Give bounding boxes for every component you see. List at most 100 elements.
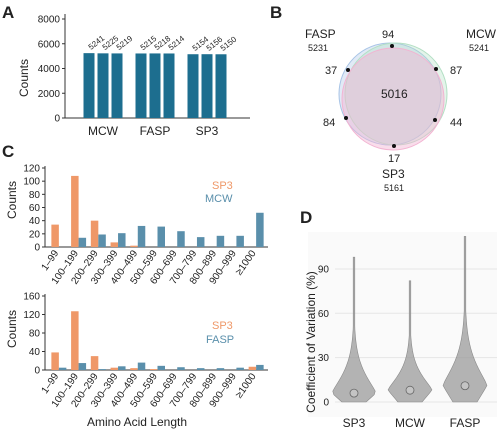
panel-c-top-bar-mcw xyxy=(137,225,146,247)
panel-c-top-bar-sp3 xyxy=(71,175,79,247)
panel-c-top-bar-sp3 xyxy=(130,245,138,247)
panel-a-group-label: SP3 xyxy=(196,124,219,138)
panel-d-chart: Coefficient of Variation (%) 0 30 60 90 SP3 M… xyxy=(304,232,497,430)
panel-a-letter: A xyxy=(2,3,14,22)
venn-dot-right xyxy=(434,67,438,71)
panel-c-top-xtick-label: ≥1000 xyxy=(234,248,259,277)
panel-c-top-legend-mcw: MCW xyxy=(205,193,233,205)
venn-region-left: 37 xyxy=(325,65,337,77)
venn-mcw-total: 5241 xyxy=(469,43,489,53)
panel-d-violin xyxy=(332,256,376,403)
panel-a-bar xyxy=(135,53,147,119)
panel-a-ytick-label: 6000 xyxy=(38,39,61,50)
panel-c-bottom-ytick-label: 160 xyxy=(23,292,40,303)
venn-sp3-label: SP3 xyxy=(382,167,405,181)
panel-a-bar-value: 5214 xyxy=(167,34,187,52)
panel-c-top-bar-mcw xyxy=(177,231,185,247)
venn-mcw-circle xyxy=(344,42,448,146)
panel-d-ytick-label: 60 xyxy=(318,309,330,320)
panel-b-venn: FASP 5231 MCW 5241 SP3 5161 5016 94 37 8… xyxy=(305,27,497,193)
panel-c-bottom-ytick-label: 40 xyxy=(29,347,41,358)
venn-sp3-circle xyxy=(341,47,445,151)
panel-a-ytick-label: 2000 xyxy=(38,89,61,100)
panel-d-letter: D xyxy=(300,208,312,227)
panel-c-letter: C xyxy=(2,142,14,161)
panel-c-top-bar-mcw xyxy=(256,212,264,247)
panel-c-top-ytick-label: 0 xyxy=(34,243,40,254)
panel-a-bar xyxy=(215,54,227,118)
panel-b-letter: B xyxy=(270,3,282,22)
panel-c-bottom-bar-fasp xyxy=(58,367,67,370)
panel-d-ylabel: Coefficient of Variation (%) xyxy=(304,271,318,413)
panel-c-bottom-bar-sp3 xyxy=(110,367,119,370)
panel-a-chart: Counts 02000400060008000MCW524152255219F… xyxy=(17,14,250,138)
panel-a-ytick-label: 4000 xyxy=(38,64,61,75)
panel-c-top-bar-mcw xyxy=(78,237,87,247)
panel-c-top-legend-sp3: SP3 xyxy=(212,180,233,192)
panel-d-xtick-label: FASP xyxy=(450,416,481,430)
venn-dot-lower-right xyxy=(433,118,437,122)
panel-c-bottom-bar-sp3 xyxy=(248,366,257,370)
panel-a-bar xyxy=(149,53,161,119)
panel-d-ytick-label: 90 xyxy=(318,264,330,275)
venn-region-bottom: 17 xyxy=(388,153,400,165)
venn-region-lower-left: 84 xyxy=(323,117,335,129)
panel-c-top-ytick-label: 40 xyxy=(29,216,41,227)
panel-c-bottom-bar-sp3 xyxy=(130,368,138,370)
panel-c-bottom-ytick-label: 80 xyxy=(29,329,41,340)
panel-c-top-bar-mcw xyxy=(216,235,225,247)
panel-d-violin xyxy=(442,236,488,403)
panel-c-bottom-bar-fasp xyxy=(98,369,106,370)
panel-c-bottom-xtick-label: ≥1000 xyxy=(234,371,259,400)
venn-dot-lower-left xyxy=(344,116,348,120)
panel-c-bottom-bar-fasp xyxy=(196,368,205,370)
panel-a-bar xyxy=(187,54,199,118)
panel-a-bar xyxy=(163,53,175,119)
panel-c-top-ytick-label: 20 xyxy=(29,229,41,240)
panel-a-bar-value: 5219 xyxy=(115,34,135,52)
venn-sp3-total: 5161 xyxy=(384,183,404,193)
panel-c-bottom-chart: Counts SP3 FASP Amino Acid Length 0 40 80 1… xyxy=(5,292,268,429)
panel-c-top-ylabel: Counts xyxy=(5,181,19,219)
panel-c-top-bar-mcw xyxy=(118,233,126,247)
panel-c-bottom-bar-fasp xyxy=(256,364,264,370)
panel-c-top-bar-sp3 xyxy=(90,220,99,247)
panel-c-xlabel: Amino Acid Length xyxy=(87,415,187,429)
panel-c-top-chart: Counts SP3 MCW 0204060801001201–99100–19… xyxy=(5,164,268,287)
panel-c-bottom-bar-sp3 xyxy=(51,352,59,370)
venn-dot-left xyxy=(346,68,350,72)
panel-c-bottom-bar-fasp xyxy=(216,368,225,370)
panel-c-bottom-ytick-label: 120 xyxy=(23,310,40,321)
panel-a-ytick-label: 8000 xyxy=(38,15,61,26)
panel-c-bottom-legend-fasp: FASP xyxy=(206,334,234,346)
panel-d-median-marker xyxy=(405,385,415,395)
panel-c-top-bar-sp3 xyxy=(51,224,59,247)
panel-a-group-label: FASP xyxy=(140,124,171,138)
panel-c-bottom-bar-sp3 xyxy=(90,356,99,370)
venn-center-value: 5016 xyxy=(381,87,408,101)
panel-a-bar xyxy=(201,54,213,118)
panel-d-xtick-label: SP3 xyxy=(343,416,366,430)
panel-c-top-bar-sp3 xyxy=(110,242,119,247)
venn-mcw-label: MCW xyxy=(466,27,497,41)
panel-c-top-bar-mcw xyxy=(98,234,106,247)
panel-d-median-marker xyxy=(460,381,470,391)
panel-a-bar xyxy=(111,53,123,119)
panel-c-top-ytick-label: 120 xyxy=(23,164,40,175)
panel-c-bottom-ylabel: Counts xyxy=(5,310,19,348)
panel-d-xtick-label: MCW xyxy=(395,416,426,430)
panel-a-group-label: MCW xyxy=(88,124,119,138)
panel-c-bottom-legend-sp3: SP3 xyxy=(212,320,233,332)
panel-c-bottom-ytick-label: 0 xyxy=(34,366,40,377)
panel-d-violin xyxy=(387,280,433,403)
panel-a-bar xyxy=(83,53,95,118)
panel-c-bottom-bar-fasp xyxy=(78,363,87,370)
panel-a-bar-value: 5150 xyxy=(219,34,239,52)
panel-d-median-marker xyxy=(349,388,359,398)
panel-c-top-ytick-label: 60 xyxy=(29,203,41,214)
panel-d-ytick-label: 30 xyxy=(318,353,330,364)
panel-c-top-bar-mcw xyxy=(236,235,244,247)
venn-dot-bottom xyxy=(392,144,396,148)
panel-c-bottom-bar-sp3 xyxy=(71,311,79,370)
